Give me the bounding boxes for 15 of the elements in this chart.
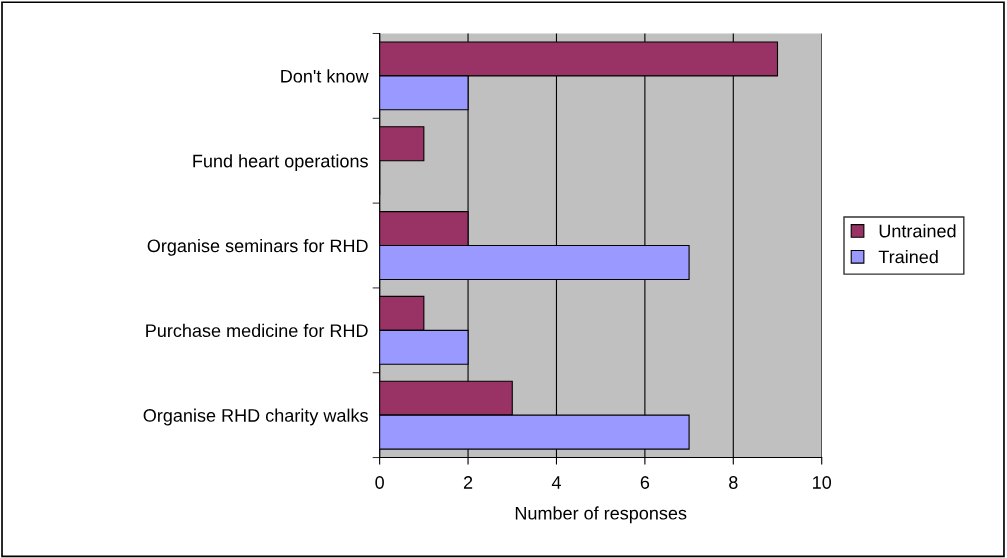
legend-label: Untrained [879, 224, 956, 238]
x-tick-label: 4 [551, 476, 561, 489]
x-tick-label: 8 [729, 476, 738, 489]
y-tick-label: Don't know [281, 69, 369, 83]
y-tick-label: Organise RHD charity walks [143, 408, 368, 426]
x-tick-label: 6 [640, 476, 650, 489]
x-tick-label: 0 [375, 476, 384, 489]
bar [379, 126, 425, 162]
y-tick-label: Purchase medicine for RHD [146, 323, 368, 338]
legend-label: Trained [878, 250, 938, 264]
x-axis-title: Number of responses [515, 506, 687, 524]
y-tick-label: Organise seminars for RHD [147, 238, 368, 256]
x-tick-label: 2 [463, 476, 473, 489]
x-tick-label: 10 [813, 476, 832, 489]
y-tick-label: Fund heart operations [193, 154, 368, 171]
